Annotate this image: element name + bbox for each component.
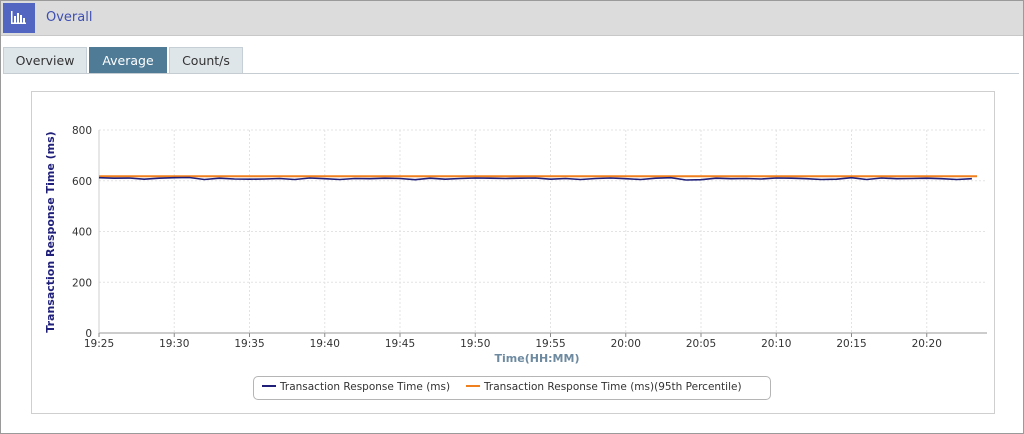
x-tick-label: 20:10 [761,338,791,350]
y-tick-label: 400 [72,227,92,239]
series-lines [98,175,977,181]
axes: 0 200 400 600 800 19:25 19:30 19:35 19:40 19:45 19… [72,125,987,350]
x-tick-label: 20:05 [686,338,716,350]
legend-item-average[interactable]: Transaction Response Time (ms) [262,381,450,393]
grid-lines [98,129,987,333]
legend-label-average: Transaction Response Time (ms) [280,381,451,393]
x-tick-label: 19:55 [535,338,565,350]
x-tick-label: 19:45 [385,338,415,350]
panel-title: Overall [46,10,93,25]
panel-header: Overall [1,1,1023,36]
tab-overview[interactable]: Overview [3,47,87,74]
x-tick-label: 19:25 [84,338,114,350]
x-tick-label: 20:20 [912,338,942,350]
legend-label-p95: Transaction Response Time (ms)(95th Perc… [484,381,742,393]
legend-swatch-average [262,385,276,387]
x-tick-label: 19:50 [460,338,490,350]
series-line-average [98,176,972,181]
y-tick-label: 200 [72,277,92,289]
tab-divider [3,73,1019,74]
tab-count-per-second[interactable]: Count/s [169,47,243,74]
tab-average[interactable]: Average [89,47,167,74]
x-tick-label: 19:40 [310,338,340,350]
y-tick-label: 600 [72,176,92,188]
y-axis-label: Transaction Response Time (ms) [44,131,57,332]
legend-swatch-p95 [466,385,480,387]
bar-chart-icon [3,3,35,33]
y-tick-label: 0 [85,328,92,340]
chart-legend[interactable]: Transaction Response Time (ms) Transacti… [253,376,771,400]
x-tick-label: 20:00 [611,338,641,350]
x-tick-label: 19:35 [234,338,264,350]
x-tick-label: 20:15 [836,338,866,350]
legend-item-p95[interactable]: Transaction Response Time (ms)(95th Perc… [466,381,742,393]
line-chart: 0 200 400 600 800 19:25 19:30 19:35 19:40 19:45 19… [44,125,987,365]
x-axis-label: Time(HH:MM) [495,352,580,365]
chart-container: 0 200 400 600 800 19:25 19:30 19:35 19:40 19:45 19… [31,91,995,414]
x-tick-label: 19:30 [159,338,189,350]
y-tick-label: 800 [72,125,92,137]
